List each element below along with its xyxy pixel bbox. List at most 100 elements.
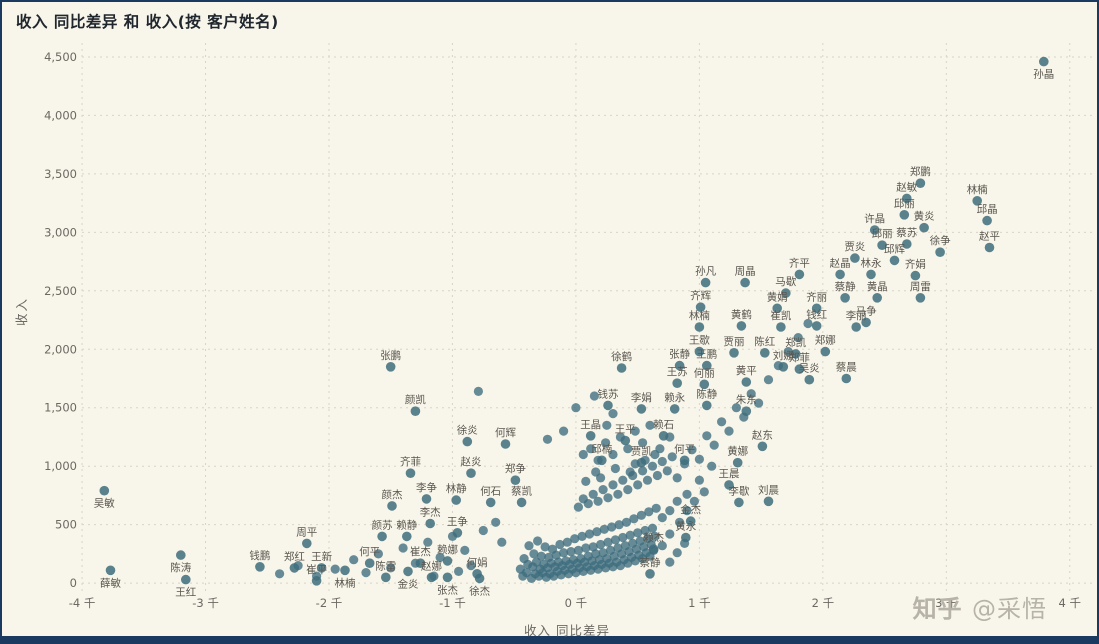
data-point[interactable] [625,530,635,540]
data-point[interactable] [181,574,191,585]
data-point[interactable] [724,480,734,490]
data-point[interactable] [425,518,436,529]
data-point[interactable] [694,322,705,332]
data-point[interactable] [570,534,580,544]
data-point[interactable] [316,563,327,573]
data-point[interactable] [442,572,453,583]
data-point[interactable] [536,551,546,561]
data-point[interactable] [866,269,876,280]
data-point[interactable] [616,363,627,373]
data-point[interactable] [915,293,926,303]
data-point[interactable] [588,542,598,552]
data-point[interactable] [803,318,813,329]
data-point[interactable] [633,480,643,490]
data-point[interactable] [636,404,647,414]
data-point[interactable] [681,532,691,543]
data-point[interactable] [734,497,744,508]
data-point[interactable] [657,513,667,523]
data-point[interactable] [524,541,534,551]
data-point[interactable] [386,563,396,573]
data-point[interactable] [610,535,621,545]
data-point[interactable] [709,440,719,450]
data-point[interactable] [585,431,596,441]
data-point[interactable] [491,517,501,527]
data-point[interactable] [302,538,312,549]
data-point[interactable] [636,510,647,520]
data-point[interactable] [919,222,929,233]
data-point[interactable] [741,406,752,417]
data-point[interactable] [669,404,680,414]
data-point[interactable] [702,400,712,411]
data-point[interactable] [562,537,572,547]
data-point[interactable] [451,495,462,505]
data-point[interactable] [618,532,628,543]
data-point[interactable] [584,529,595,539]
data-point[interactable] [835,269,845,280]
data-point[interactable] [665,529,675,539]
data-point[interactable] [586,444,596,454]
data-point[interactable] [581,476,591,486]
data-point[interactable] [679,455,690,466]
data-point[interactable] [645,569,655,579]
data-point[interactable] [850,253,860,263]
data-point[interactable] [682,489,692,499]
data-point[interactable] [435,552,445,563]
data-point[interactable] [571,403,581,413]
data-point[interactable] [707,461,717,471]
data-point[interactable] [790,349,801,359]
data-point[interactable] [877,240,887,250]
data-point[interactable] [598,485,608,495]
data-point[interactable] [662,466,672,476]
data-point[interactable] [794,269,805,280]
data-point[interactable] [633,528,643,538]
data-point[interactable] [652,470,663,481]
data-point[interactable] [685,516,696,526]
data-point[interactable] [462,436,473,447]
data-point[interactable] [485,497,496,508]
data-point[interactable] [820,346,831,357]
data-point[interactable] [373,549,383,559]
data-point[interactable] [702,360,712,371]
data-point[interactable] [551,550,561,560]
data-point[interactable] [601,438,611,448]
data-point[interactable] [872,293,882,303]
data-point[interactable] [982,215,992,226]
data-point[interactable] [500,439,511,449]
data-point[interactable] [555,539,565,550]
data-point[interactable] [657,456,667,467]
data-point[interactable] [657,541,667,551]
data-point[interactable] [423,537,433,547]
data-point[interactable] [731,403,742,413]
data-point[interactable] [454,566,464,577]
data-point[interactable] [381,572,391,583]
data-point[interactable] [578,449,588,460]
data-point[interactable] [603,493,613,503]
data-point[interactable] [618,475,628,485]
data-point[interactable] [700,277,711,288]
data-point[interactable] [625,467,635,477]
data-point[interactable] [642,475,653,485]
data-point[interactable] [811,303,822,314]
data-point[interactable] [640,525,650,536]
data-point[interactable] [984,242,995,253]
data-point[interactable] [658,431,669,441]
data-point[interactable] [694,454,705,464]
data-point[interactable] [972,196,982,206]
data-point[interactable] [415,558,426,568]
data-point[interactable] [176,550,186,560]
data-point[interactable] [778,362,789,372]
data-point[interactable] [636,457,647,468]
data-point[interactable] [638,466,648,476]
data-point[interactable] [781,288,791,298]
data-point[interactable] [695,302,706,313]
data-point[interactable] [889,255,900,266]
data-point[interactable] [385,362,396,372]
data-point[interactable] [289,563,300,573]
data-point[interactable] [811,321,822,331]
data-point[interactable] [763,496,774,507]
data-point[interactable] [510,475,521,486]
data-point[interactable] [597,455,607,466]
data-point[interactable] [361,568,371,578]
data-point[interactable] [516,497,527,508]
data-point[interactable] [915,178,926,188]
